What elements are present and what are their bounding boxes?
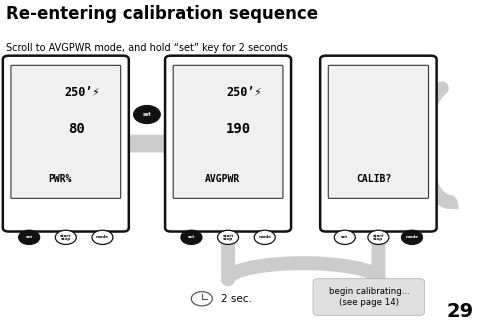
FancyBboxPatch shape (165, 56, 291, 231)
Circle shape (92, 230, 113, 244)
Circle shape (55, 230, 76, 244)
FancyArrow shape (125, 131, 172, 156)
FancyArrow shape (366, 221, 390, 231)
Text: 80: 80 (68, 122, 85, 136)
Text: mode: mode (406, 235, 419, 239)
Text: PWR%: PWR% (48, 174, 72, 184)
Text: mode: mode (258, 235, 271, 239)
FancyBboxPatch shape (11, 65, 120, 198)
FancyBboxPatch shape (328, 65, 429, 198)
Circle shape (19, 230, 40, 244)
Text: Scroll to AVGPWR mode, and hold “set” key for 2 seconds: Scroll to AVGPWR mode, and hold “set” ke… (6, 43, 288, 53)
Text: set: set (25, 235, 33, 239)
Text: CALIB?: CALIB? (356, 174, 391, 184)
FancyBboxPatch shape (3, 56, 129, 231)
Text: AVGPWR: AVGPWR (205, 174, 240, 184)
Circle shape (401, 230, 422, 244)
Circle shape (192, 292, 212, 306)
FancyArrow shape (444, 199, 459, 209)
FancyBboxPatch shape (313, 279, 425, 316)
Circle shape (254, 230, 275, 244)
Text: begin calibrating...
(see page 14): begin calibrating... (see page 14) (328, 288, 409, 307)
Text: set: set (188, 235, 195, 239)
Text: set: set (143, 112, 151, 117)
Circle shape (181, 230, 202, 244)
Text: 250’⚡: 250’⚡ (64, 86, 100, 99)
Text: 190: 190 (226, 122, 252, 136)
Text: Re-entering calibration sequence: Re-entering calibration sequence (6, 5, 318, 22)
Text: start
stop: start stop (222, 234, 234, 241)
Text: 2 sec.: 2 sec. (221, 294, 252, 304)
Text: start
stop: start stop (60, 234, 72, 241)
Text: mode: mode (96, 235, 109, 239)
Text: 250’⚡: 250’⚡ (226, 86, 262, 99)
FancyBboxPatch shape (320, 56, 437, 231)
Circle shape (133, 106, 160, 124)
Text: 29: 29 (447, 303, 474, 321)
Circle shape (334, 230, 355, 244)
FancyBboxPatch shape (173, 65, 283, 198)
Circle shape (217, 230, 239, 244)
Circle shape (368, 230, 389, 244)
Text: start
stop: start stop (372, 234, 384, 241)
Text: set: set (341, 235, 348, 239)
